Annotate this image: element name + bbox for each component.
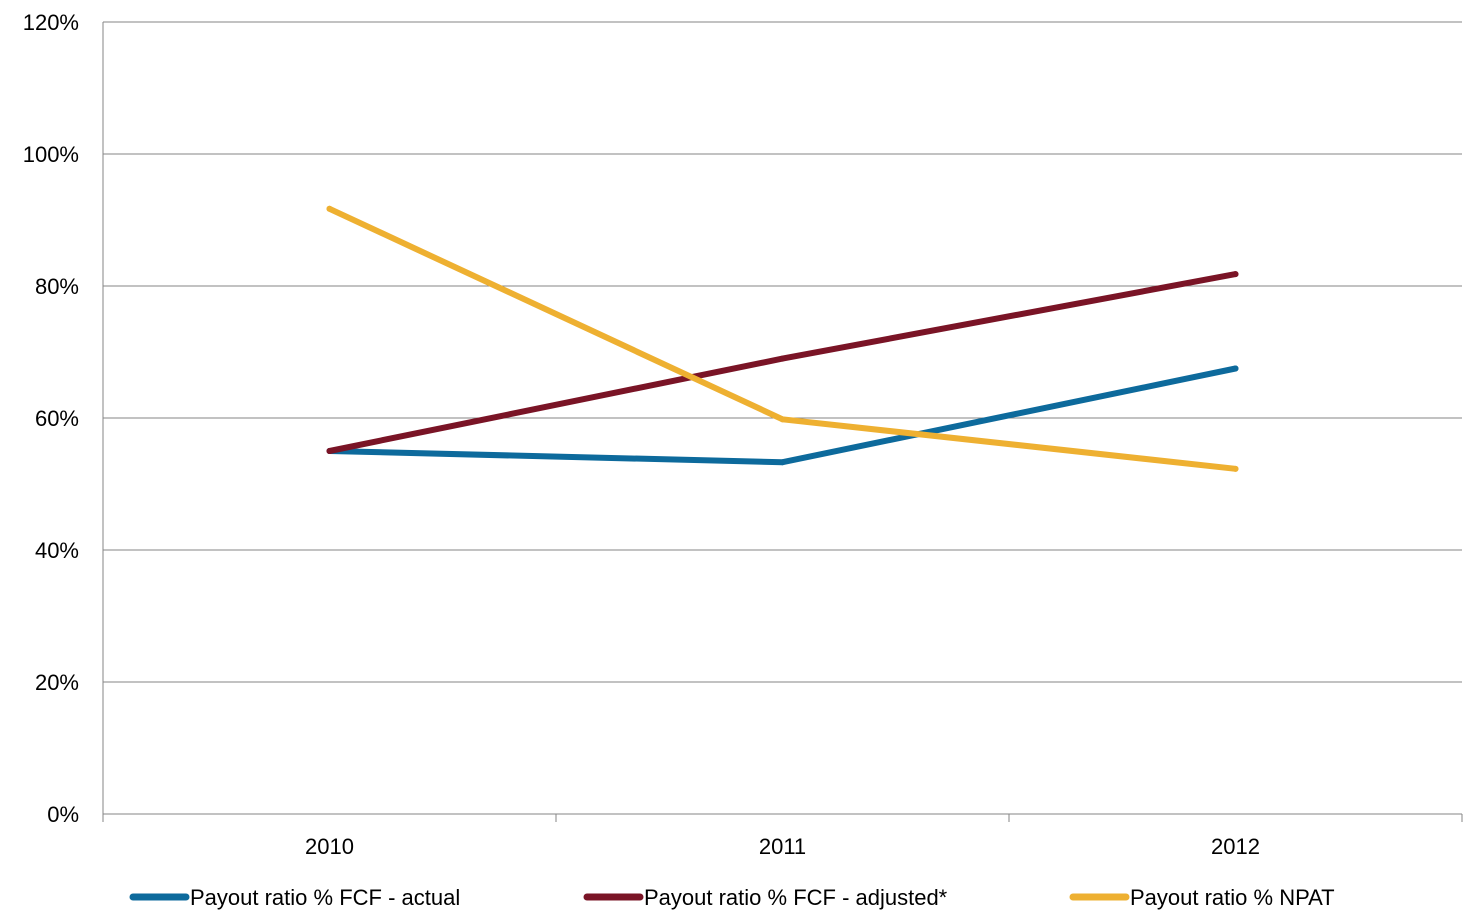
data-point <box>779 459 786 466</box>
data-point <box>1232 465 1239 472</box>
y-tick-label: 40% <box>35 538 79 563</box>
axes: 0% 20% 40% 60% 80% 100% 120% 2010 2011 2012 <box>23 10 1463 859</box>
data-point <box>326 448 333 454</box>
legend-label: Payout ratio % NPAT <box>1130 885 1335 910</box>
legend: Payout ratio % FCF - actual Payout ratio … <box>129 885 1335 910</box>
data-point <box>1232 365 1239 372</box>
series-line-3 <box>326 205 1239 472</box>
y-tick-label: 80% <box>35 274 79 299</box>
series-line-1 <box>326 365 1239 466</box>
legend-label: Payout ratio % FCF - actual <box>190 885 460 910</box>
data-point <box>779 416 786 423</box>
data-point <box>326 205 333 212</box>
y-tick-label: 20% <box>35 670 79 695</box>
y-tick-label: 120% <box>23 10 79 35</box>
y-tick-label: 100% <box>23 142 79 167</box>
data-point <box>1232 271 1239 278</box>
x-tick-label: 2012 <box>1211 834 1260 859</box>
x-tick-label: 2011 <box>759 834 806 859</box>
gridlines <box>103 21 1462 683</box>
legend-label: Payout ratio % FCF - adjusted* <box>644 885 948 910</box>
series-line-2 <box>326 271 1239 454</box>
y-tick-label: 60% <box>35 406 79 431</box>
y-tick-label: 0% <box>47 802 79 827</box>
data-point <box>779 355 786 362</box>
x-tick-label: 2010 <box>305 834 354 859</box>
series-lines <box>326 205 1239 472</box>
